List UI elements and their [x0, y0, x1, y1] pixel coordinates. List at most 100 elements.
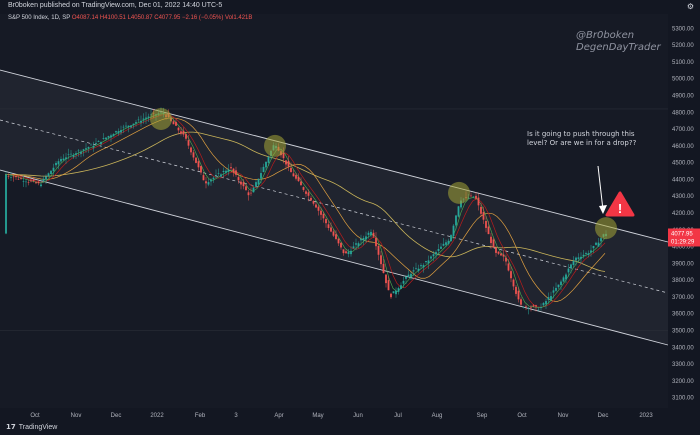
candle-body	[395, 290, 397, 295]
last-price-tag	[668, 228, 700, 247]
candle-body	[260, 173, 262, 179]
annotation-text: Is it going to push through this level? …	[527, 130, 637, 147]
candle-body	[360, 238, 362, 241]
candle-body	[590, 250, 592, 253]
channel-upper-line	[0, 69, 669, 243]
symbol-legend: S&P 500 Index, 1D, SP O4087.14 H4100.51 …	[8, 15, 252, 21]
price-tick-18: 3500.00	[672, 328, 694, 334]
price-tick-9: 4400.00	[672, 177, 694, 183]
candle-body	[207, 182, 210, 185]
price-tick-2: 5100.00	[672, 60, 694, 66]
candle-body	[432, 254, 435, 257]
time-tick-6: Apr	[274, 413, 283, 419]
price-chart[interactable]: ! 5300.00 5200.00 5100.00 5000.00 4900.00 4800…	[0, 14, 700, 421]
warning-exclamation: !	[618, 201, 622, 216]
candle-body	[282, 153, 285, 159]
candle-body	[582, 254, 585, 257]
candle-body	[267, 157, 270, 163]
candle-body	[225, 170, 227, 173]
candle-body	[575, 257, 577, 261]
candle-body	[330, 227, 332, 232]
candle-body	[230, 167, 232, 169]
candle-body	[72, 154, 75, 157]
candle-body	[517, 290, 520, 300]
candle-body	[437, 248, 440, 252]
candle-body	[237, 177, 240, 181]
candle-body	[367, 232, 370, 235]
candle-body	[460, 200, 462, 208]
candle-body	[500, 253, 502, 256]
candle-body	[110, 135, 112, 138]
candle-body	[492, 239, 495, 248]
candle-body	[77, 150, 80, 152]
candle-body	[87, 147, 90, 149]
candle-body	[55, 162, 57, 166]
candle-body	[425, 260, 427, 263]
gear-icon[interactable]: ⚙	[686, 2, 694, 11]
candle-body	[45, 176, 47, 180]
candle-body	[17, 178, 20, 180]
candle-body	[60, 159, 62, 162]
candle-body	[592, 245, 595, 249]
candle-body	[42, 178, 45, 182]
candle-body	[202, 175, 205, 181]
candle-body	[190, 147, 192, 153]
candle-body	[122, 126, 125, 128]
candle-body	[362, 237, 365, 241]
channel-fill	[0, 70, 668, 345]
candle-body	[7, 175, 10, 177]
ma-20-line	[4, 114, 606, 308]
brand-name: TradingView	[18, 423, 58, 431]
candle-body	[47, 173, 50, 177]
candle-body	[247, 192, 250, 196]
candle-body	[57, 161, 60, 165]
price-tick-10: 4300.00	[672, 194, 694, 200]
time-tick-9: Jul	[394, 413, 402, 419]
candle-body	[40, 184, 42, 187]
candle-body	[140, 120, 142, 123]
candle-body	[427, 260, 430, 264]
candle-body	[402, 280, 405, 284]
candle-body	[595, 242, 597, 245]
time-tick-4: Feb	[195, 413, 206, 419]
candle-body	[242, 182, 245, 187]
chart-area[interactable]: ! 5300.00 5200.00 5100.00 5000.00 4900.00 4800…	[0, 14, 700, 421]
candle-body	[102, 138, 105, 139]
candle-body	[525, 306, 527, 308]
candle-body	[532, 305, 535, 307]
countdown-label: 01:29:29	[671, 239, 695, 245]
candle-body	[65, 157, 67, 159]
candle-body	[555, 287, 557, 291]
candle-body	[452, 225, 455, 236]
candle-body	[515, 286, 517, 294]
close-value: C4077.95	[154, 15, 181, 21]
candle-body	[185, 134, 187, 139]
candle-body	[217, 173, 220, 174]
candle-body	[447, 240, 450, 244]
tradingview-logo[interactable]: 17 TradingView	[6, 423, 57, 431]
price-tick-3: 5000.00	[672, 77, 694, 83]
candle-body	[287, 160, 290, 167]
candle-body	[97, 141, 100, 142]
candle-body	[22, 181, 25, 182]
candle-body	[290, 167, 292, 173]
candle-body	[127, 125, 130, 128]
candle-body	[445, 242, 447, 245]
candle-body	[455, 215, 457, 226]
candle-body	[335, 234, 337, 240]
candle-body	[82, 149, 85, 151]
time-axis	[0, 408, 700, 421]
candle-body	[255, 182, 257, 187]
time-tick-12: Oct	[517, 413, 527, 419]
candle-body	[32, 179, 35, 182]
candle-body	[502, 254, 505, 257]
candle-body	[572, 260, 575, 266]
candle-body	[477, 197, 480, 206]
candle-body	[27, 182, 30, 183]
price-tick-7: 4600.00	[672, 144, 694, 150]
candle-body	[142, 118, 145, 120]
candle-body	[422, 265, 425, 268]
candle-body	[322, 213, 325, 219]
candle-body	[132, 123, 135, 126]
candle-body	[192, 152, 195, 158]
